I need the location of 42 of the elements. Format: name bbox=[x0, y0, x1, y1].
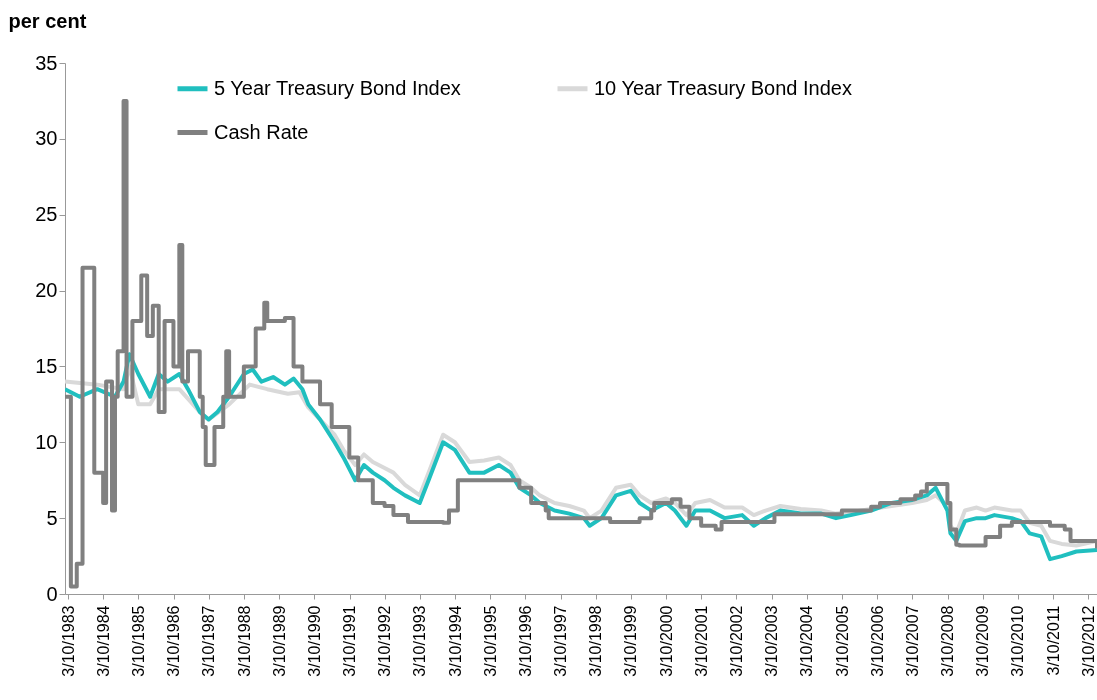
x-tick-label: 3/10/2002 bbox=[728, 605, 745, 677]
y-tick-label: 10 bbox=[35, 430, 58, 453]
x-tick-label: 3/10/2007 bbox=[903, 605, 921, 677]
legend-label: 5 Year Treasury Bond Index bbox=[214, 76, 461, 99]
x-tick-label: 3/10/2000 bbox=[657, 605, 675, 677]
x-tick-label: 3/10/2004 bbox=[798, 605, 816, 677]
x-tick-label: 3/10/2008 bbox=[939, 605, 957, 677]
x-tick-label: 3/10/1996 bbox=[516, 605, 534, 677]
x-tick-label: 3/10/2005 bbox=[833, 605, 851, 677]
x-tick-label: 3/10/1997 bbox=[552, 605, 570, 677]
x-tick-label: 3/10/1991 bbox=[341, 605, 359, 677]
x-tick-label: 3/10/1988 bbox=[235, 605, 253, 677]
x-tick-label: 3/10/1993 bbox=[411, 605, 429, 677]
x-tick-label: 3/10/1984 bbox=[94, 605, 112, 677]
x-tick-label: 3/10/1985 bbox=[129, 605, 147, 677]
x-tick-label: 3/10/1990 bbox=[305, 605, 323, 677]
y-tick-label: 35 bbox=[35, 51, 58, 74]
y-tick-label: 20 bbox=[35, 279, 58, 302]
x-tick-label: 3/10/2011 bbox=[1044, 605, 1062, 676]
y-tick-label: 0 bbox=[46, 582, 58, 605]
y-axis-title: per cent bbox=[8, 9, 87, 32]
x-tick-label: 3/10/1986 bbox=[165, 605, 183, 677]
legend-label: Cash Rate bbox=[214, 120, 309, 143]
x-tick-label: 3/10/1992 bbox=[376, 605, 394, 677]
y-tick-label: 25 bbox=[35, 203, 58, 226]
x-tick-label: 3/10/2009 bbox=[974, 605, 992, 677]
x-tick-label: 3/10/2012 bbox=[1079, 605, 1097, 677]
x-tick-label: 3/10/2003 bbox=[763, 605, 781, 677]
x-tick-label: 3/10/1995 bbox=[481, 605, 499, 677]
x-tick-label: 3/10/1999 bbox=[622, 605, 640, 677]
y-tick-label: 15 bbox=[35, 354, 58, 377]
x-tick-label: 3/10/2010 bbox=[1009, 605, 1027, 677]
x-tick-label: 3/10/2006 bbox=[868, 605, 886, 677]
x-tick-label: 3/10/2001 bbox=[692, 605, 710, 677]
y-tick-label: 30 bbox=[35, 127, 58, 150]
x-tick-label: 3/10/1983 bbox=[59, 605, 77, 677]
x-tick-label: 3/10/1994 bbox=[446, 605, 464, 677]
x-tick-label: 3/10/1998 bbox=[587, 605, 605, 677]
x-tick-label: 3/10/1987 bbox=[200, 605, 218, 677]
y-tick-label: 5 bbox=[46, 506, 58, 529]
x-tick-label: 3/10/1989 bbox=[270, 605, 288, 677]
legend-label: 10 Year Treasury Bond Index bbox=[594, 76, 852, 99]
